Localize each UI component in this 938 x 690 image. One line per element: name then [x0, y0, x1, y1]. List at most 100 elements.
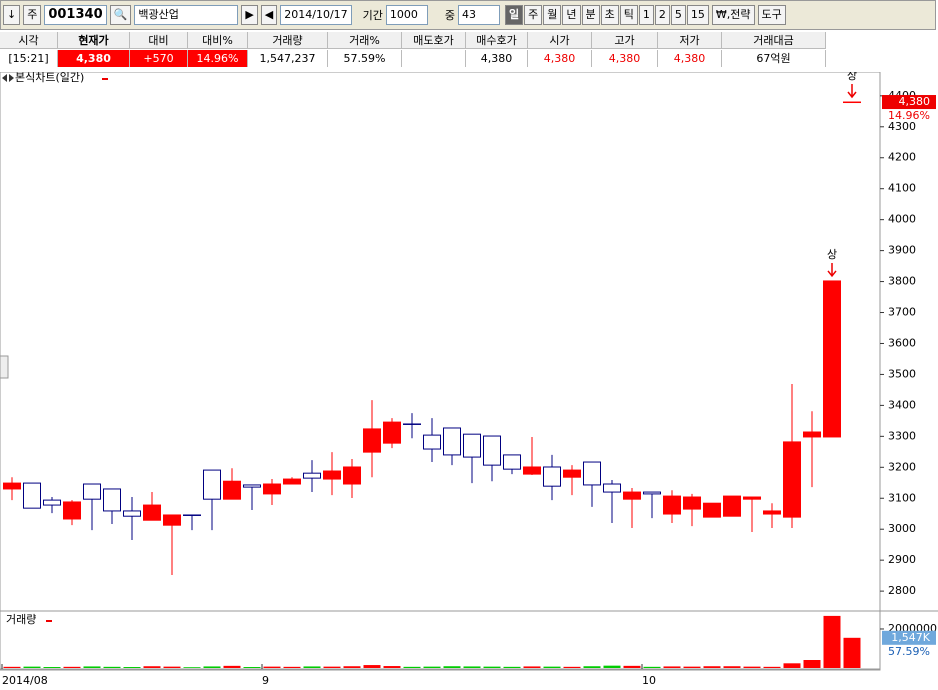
quote-value: 4,380 [658, 50, 722, 67]
candle-body [663, 495, 681, 515]
quote-value: 1,547,237 [248, 50, 328, 67]
volume-bar [623, 665, 641, 668]
y-tick-label: 2800 [888, 584, 916, 597]
candle-body [263, 483, 281, 495]
limit-mark: 상 [847, 72, 857, 82]
next-button[interactable]: ▶ [241, 5, 258, 25]
volume-bar [223, 665, 241, 668]
volume-bar [783, 663, 801, 668]
y-tick-label: 4100 [888, 182, 916, 195]
volume-bar [323, 666, 341, 668]
candle-body [83, 483, 101, 500]
volume-bar [443, 666, 461, 668]
candle-body [483, 435, 501, 466]
period-tab[interactable]: 5 [670, 5, 686, 25]
quote-value: +570 [130, 50, 188, 67]
quote-header: 대비% [188, 32, 248, 49]
period-tab[interactable]: 1 [638, 5, 654, 25]
side-toggle[interactable] [0, 355, 9, 379]
volume-bar [43, 667, 61, 668]
candle-body [443, 427, 461, 456]
volume-bar [383, 666, 401, 668]
price-change: 14.96% [888, 109, 930, 122]
quote-value: 14.96% [188, 50, 248, 67]
volume-bar [23, 666, 41, 668]
candle-body [583, 461, 601, 486]
candle-body [823, 280, 841, 438]
volume-bar [163, 666, 181, 668]
tools-button[interactable]: 도구 [757, 5, 786, 25]
title-icon [2, 74, 14, 82]
candle-body [223, 480, 241, 500]
y-tick-label: 3700 [888, 306, 916, 319]
y-tick-label: 4300 [888, 120, 916, 133]
x-tick-label: 2014/08 [2, 674, 48, 687]
volume-bar [643, 666, 661, 668]
x-tick-label: 10 [642, 674, 656, 687]
period-tab[interactable]: 월 [543, 5, 562, 25]
quote-header: 현재가 [58, 32, 130, 49]
candle-body [523, 466, 541, 475]
y-tick-label: 3500 [888, 367, 916, 380]
volume-bar [723, 666, 741, 668]
volume-bar [63, 666, 81, 668]
prev-button[interactable]: ◀ [260, 5, 278, 25]
volume-bar [543, 666, 561, 668]
quote-value: [15:21] [0, 50, 58, 67]
candle-body [63, 501, 81, 520]
volume-bar [363, 665, 381, 668]
volume-bar [463, 666, 481, 668]
period-tab[interactable]: 2 [654, 5, 670, 25]
volume-bar [743, 666, 761, 668]
y-tick-label: 3200 [888, 460, 916, 473]
quote-value: 67억원 [722, 50, 826, 67]
volume-bar [823, 615, 841, 668]
candle-body [23, 482, 41, 509]
menu[interactable]: 주 [23, 5, 42, 25]
candle-body [423, 434, 441, 450]
volume-label: 1,547K [891, 631, 930, 644]
period-tab[interactable]: 15 [686, 5, 709, 25]
volume-bar [423, 666, 441, 668]
period-tab[interactable]: 분 [581, 5, 600, 25]
volume-ratio: 57.59% [888, 645, 930, 658]
period-tab[interactable]: 년 [562, 5, 581, 25]
quote-header: 매수호가 [466, 32, 528, 49]
arrow-button[interactable]: ↓ [3, 5, 21, 25]
x-tick-label: 9 [262, 674, 269, 687]
candle-body [603, 483, 621, 493]
candle-body [103, 488, 121, 512]
period-tab[interactable]: 초 [600, 5, 619, 25]
candle-body [283, 478, 301, 485]
limit-mark: 상 [827, 248, 837, 261]
candle-body [343, 466, 361, 485]
strategy-button[interactable]: ₩,전략 [711, 5, 755, 25]
period-tab[interactable]: 일 [505, 5, 524, 25]
period-input[interactable]: 1000 [385, 5, 428, 25]
volume-bar [763, 666, 781, 668]
y-tick-label: 2900 [888, 553, 916, 566]
candle-body [543, 466, 561, 487]
search-button[interactable]: 🔍 [109, 5, 132, 25]
name-input[interactable]: 백광산업 [134, 5, 239, 25]
candle-body [463, 433, 481, 458]
y-tick-label: 3600 [888, 336, 916, 349]
candle-body [563, 469, 581, 478]
quote-header: 저가 [658, 32, 722, 49]
limit-arrow [847, 84, 857, 99]
y-tick-label: 3400 [888, 398, 916, 411]
quote-value: 57.59% [328, 50, 402, 67]
volume-bar [283, 666, 301, 668]
period-tab[interactable]: 틱 [619, 5, 638, 25]
volume-bar [303, 666, 321, 668]
code-input[interactable]: 001340 [44, 5, 107, 25]
quote-header: 고가 [592, 32, 658, 49]
volume-bar [523, 666, 541, 668]
candle-body [643, 491, 661, 495]
quote-header: 시각 [0, 32, 58, 49]
date-input[interactable]: 2014/10/17 [280, 5, 352, 25]
count-input[interactable]: 43 [458, 5, 501, 25]
quote-header: 거래대금 [722, 32, 826, 49]
period-tab[interactable]: 주 [524, 5, 543, 25]
candle-body [383, 421, 401, 444]
